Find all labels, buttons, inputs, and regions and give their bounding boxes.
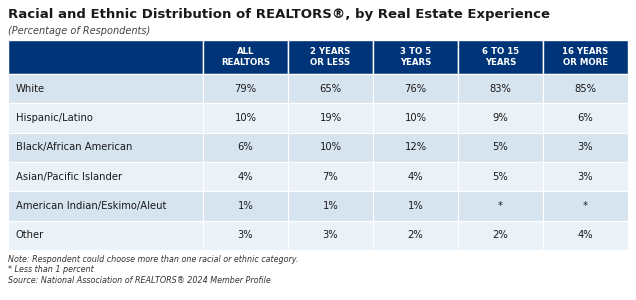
Text: 85%: 85% — [574, 84, 597, 94]
Text: Hispanic/Latino: Hispanic/Latino — [16, 113, 93, 123]
Text: 3 TO 5
YEARS: 3 TO 5 YEARS — [400, 47, 431, 67]
Bar — [458, 221, 543, 250]
Bar — [8, 162, 203, 191]
Bar — [373, 74, 458, 103]
Text: 3%: 3% — [577, 142, 593, 152]
Bar — [203, 191, 288, 221]
Bar — [203, 103, 288, 133]
Bar — [8, 133, 203, 162]
Text: 9%: 9% — [493, 113, 508, 123]
Text: 19%: 19% — [319, 113, 342, 123]
Text: 10%: 10% — [235, 113, 256, 123]
Bar — [8, 191, 203, 221]
Text: 5%: 5% — [493, 172, 508, 182]
Bar — [373, 162, 458, 191]
Text: 5%: 5% — [493, 142, 508, 152]
Text: Asian/Pacific Islander: Asian/Pacific Islander — [16, 172, 122, 182]
Bar — [373, 133, 458, 162]
Text: 3%: 3% — [322, 230, 338, 240]
Bar — [288, 191, 373, 221]
Bar — [8, 40, 203, 74]
Bar — [288, 162, 373, 191]
Text: 12%: 12% — [404, 142, 427, 152]
Bar — [543, 103, 628, 133]
Bar — [458, 103, 543, 133]
Text: *: * — [498, 201, 503, 211]
Bar — [288, 74, 373, 103]
Bar — [8, 103, 203, 133]
Text: American Indian/Eskimo/Aleut: American Indian/Eskimo/Aleut — [16, 201, 167, 211]
Bar — [458, 133, 543, 162]
Text: 1%: 1% — [322, 201, 338, 211]
Text: 79%: 79% — [235, 84, 256, 94]
Text: 10%: 10% — [319, 142, 342, 152]
Text: 7%: 7% — [322, 172, 338, 182]
Bar — [543, 162, 628, 191]
Text: Black/African American: Black/African American — [16, 142, 132, 152]
Text: 76%: 76% — [404, 84, 427, 94]
Text: 2%: 2% — [493, 230, 508, 240]
Bar — [288, 221, 373, 250]
Text: 1%: 1% — [408, 201, 424, 211]
Text: 3%: 3% — [577, 172, 593, 182]
Text: 83%: 83% — [490, 84, 511, 94]
Bar — [543, 133, 628, 162]
Text: 16 YEARS
OR MORE: 16 YEARS OR MORE — [562, 47, 609, 67]
Text: *: * — [583, 201, 588, 211]
Text: 2%: 2% — [408, 230, 424, 240]
Text: 2 YEARS
OR LESS: 2 YEARS OR LESS — [310, 47, 350, 67]
Text: ALL
REALTORS: ALL REALTORS — [221, 47, 270, 67]
Bar — [543, 191, 628, 221]
Bar — [8, 221, 203, 250]
Bar — [288, 133, 373, 162]
Bar — [288, 40, 373, 74]
Bar — [543, 40, 628, 74]
Text: 6%: 6% — [577, 113, 593, 123]
Text: Note: Respondent could choose more than one racial or ethnic category.
* Less th: Note: Respondent could choose more than … — [8, 255, 298, 285]
Bar — [203, 133, 288, 162]
Text: 6 TO 15
YEARS: 6 TO 15 YEARS — [482, 47, 519, 67]
Bar — [458, 74, 543, 103]
Text: (Percentage of Respondents): (Percentage of Respondents) — [8, 26, 150, 36]
Bar — [203, 221, 288, 250]
Bar — [543, 221, 628, 250]
Text: 4%: 4% — [408, 172, 424, 182]
Bar — [203, 40, 288, 74]
Bar — [373, 191, 458, 221]
Bar — [458, 162, 543, 191]
Bar — [373, 221, 458, 250]
Text: 4%: 4% — [577, 230, 593, 240]
Text: Other: Other — [16, 230, 45, 240]
Bar — [288, 103, 373, 133]
Text: 3%: 3% — [238, 230, 253, 240]
Text: 1%: 1% — [238, 201, 253, 211]
Bar — [8, 74, 203, 103]
Text: 4%: 4% — [238, 172, 253, 182]
Bar — [373, 103, 458, 133]
Text: White: White — [16, 84, 45, 94]
Bar — [203, 162, 288, 191]
Bar — [543, 74, 628, 103]
Bar — [203, 74, 288, 103]
Text: 65%: 65% — [319, 84, 342, 94]
Text: 6%: 6% — [238, 142, 253, 152]
Text: 10%: 10% — [404, 113, 427, 123]
Bar — [458, 191, 543, 221]
Text: Racial and Ethnic Distribution of REALTORS®, by Real Estate Experience: Racial and Ethnic Distribution of REALTO… — [8, 8, 550, 21]
Bar — [373, 40, 458, 74]
Bar — [458, 40, 543, 74]
